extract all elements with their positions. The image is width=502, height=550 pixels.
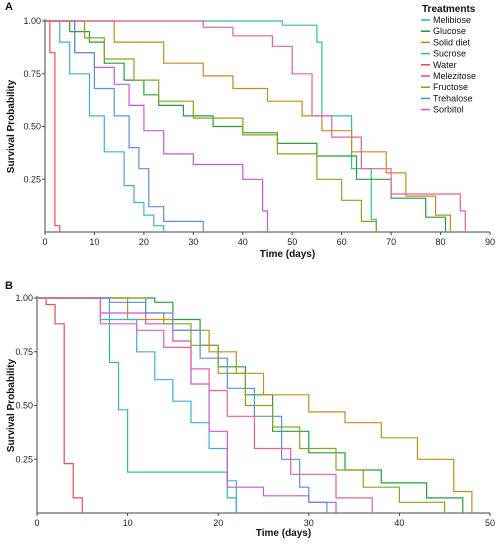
panel-label: B bbox=[5, 280, 13, 292]
x-tick-label: 30 bbox=[188, 237, 198, 247]
y-tick-label: 0.25 bbox=[15, 454, 33, 464]
y-tick-label: 1.00 bbox=[23, 16, 41, 26]
x-tick-label: 70 bbox=[386, 237, 396, 247]
legend-label-glucose: Glucose bbox=[433, 26, 466, 36]
x-tick-label: 90 bbox=[485, 237, 495, 247]
x-tick-label: 30 bbox=[304, 518, 314, 528]
chart-panel-b: B 0 10 20 30 40 50 0.25 0.50 0.75 1.00 Time (days) S… bbox=[5, 280, 495, 539]
y-tick-label: 0.50 bbox=[23, 122, 41, 132]
series-line-trehalose bbox=[37, 297, 328, 513]
legend-label-melibiose: Melibiose bbox=[433, 15, 471, 25]
panel-label: A bbox=[5, 1, 13, 13]
series-line-water bbox=[45, 20, 61, 232]
series-line-fructose bbox=[37, 297, 446, 513]
legend-label-water: Water bbox=[433, 60, 457, 70]
y-tick-label: 0.50 bbox=[15, 401, 33, 411]
x-tick-label: 0 bbox=[34, 518, 39, 528]
x-tick-label: 0 bbox=[42, 237, 47, 247]
x-tick-label: 20 bbox=[213, 518, 223, 528]
x-tick-label: 10 bbox=[123, 518, 133, 528]
legend-label-trehalose: Trehalose bbox=[433, 93, 473, 103]
series-line-sorbitol bbox=[45, 20, 466, 232]
y-tick-label: 1.00 bbox=[15, 293, 33, 303]
x-axis-label: Time (days) bbox=[256, 528, 311, 539]
chart-panel-a: A 0 10 20 30 40 50 60 70 80 90 0.25 0.50 0.75 1.00 Time… bbox=[5, 1, 495, 260]
series-line-trehalose bbox=[45, 20, 204, 232]
x-tick-label: 40 bbox=[394, 518, 404, 528]
x-axis-label: Time (days) bbox=[260, 249, 315, 260]
x-tick-label: 80 bbox=[436, 237, 446, 247]
y-tick-label: 0.25 bbox=[23, 174, 41, 184]
legend-title: Treatments bbox=[422, 4, 476, 15]
y-axis-label: Survival Probability bbox=[6, 358, 17, 452]
x-tick-label: 40 bbox=[238, 237, 248, 247]
legend-label-fructose: Fructose bbox=[433, 82, 468, 92]
x-tick-label: 20 bbox=[139, 237, 149, 247]
y-axis-label: Survival Probability bbox=[6, 79, 17, 173]
x-tick-label: 50 bbox=[287, 237, 297, 247]
series-line-sucrose bbox=[45, 20, 165, 232]
series-line-sorbitol bbox=[37, 297, 373, 513]
x-tick-label: 10 bbox=[89, 237, 99, 247]
x-tick-label: 50 bbox=[485, 518, 495, 528]
legend-label-solid-diet: Solid diet bbox=[433, 37, 471, 47]
series-line-glucose bbox=[45, 20, 447, 232]
y-tick-label: 0.75 bbox=[23, 69, 41, 79]
series-line-solid-diet bbox=[45, 20, 451, 232]
legend-label-melezitose: Melezitose bbox=[433, 71, 476, 81]
series-line-fructose bbox=[45, 20, 377, 232]
x-tick-label: 60 bbox=[337, 237, 347, 247]
legend-label-sorbitol: Sorbitol bbox=[433, 105, 464, 115]
legend-label-sucrose: Sucrose bbox=[433, 49, 466, 59]
series-line-water bbox=[37, 297, 83, 513]
y-tick-label: 0.75 bbox=[15, 347, 33, 357]
series-line-melibiose bbox=[37, 297, 237, 513]
